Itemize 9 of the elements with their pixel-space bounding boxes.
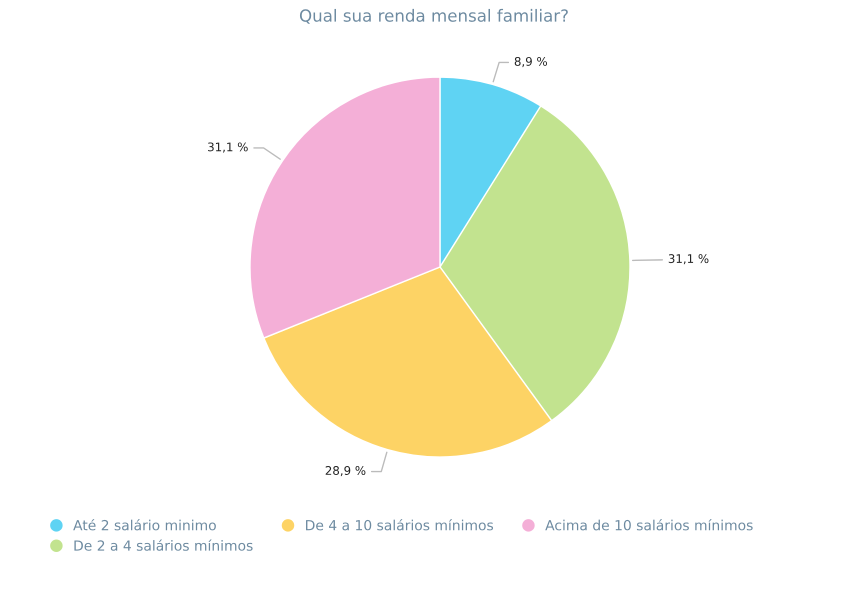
legend-label: Até 2 salário minimo (73, 519, 216, 530)
data-label: 8,9 % (514, 56, 548, 68)
chart-title: Qual sua renda mensal familiar? (300, 8, 568, 24)
legend-label: Acima de 10 salários mínimos (545, 519, 753, 530)
data-label: 31,1 % (208, 142, 248, 153)
data-label: 28,9 % (326, 466, 366, 476)
data-label: 31,1 % (668, 254, 708, 264)
legend-label: De 4 a 10 salários mínimos (306, 519, 494, 530)
legend-label: De 2 a 4 salários mínimos (74, 540, 253, 551)
